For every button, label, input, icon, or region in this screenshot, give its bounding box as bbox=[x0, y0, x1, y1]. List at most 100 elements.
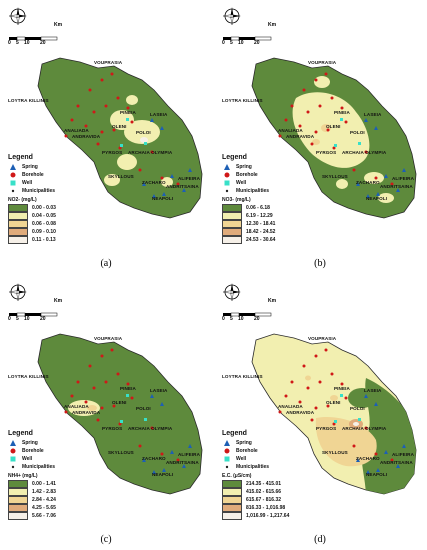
town-label: PINEIA bbox=[120, 386, 136, 391]
town-label: SKYLLOUS bbox=[108, 174, 134, 179]
town-label: VOUPRASIA bbox=[94, 336, 123, 341]
town-label: ANDRAVIDA bbox=[72, 410, 101, 415]
town-label: ARCHAIA OLYMPIA bbox=[128, 150, 173, 155]
town-label: ARCHAIA OLYMPIA bbox=[342, 426, 387, 431]
borehole-icon bbox=[224, 448, 230, 454]
town-label: ZACHARO bbox=[142, 180, 166, 185]
town-label: POLOI bbox=[350, 130, 365, 135]
municipality-icon bbox=[11, 189, 15, 193]
panel-caption: (d) bbox=[314, 534, 326, 545]
town-label: PYRGOS bbox=[316, 426, 337, 431]
map-b bbox=[251, 57, 417, 219]
compass-icon bbox=[222, 7, 241, 26]
spring-icon bbox=[224, 164, 230, 170]
town-label: PYRGOS bbox=[102, 150, 123, 155]
town-label: OLENI bbox=[326, 400, 341, 405]
municipality-icon bbox=[225, 189, 229, 193]
legend-title: Legend bbox=[8, 430, 33, 437]
map-d bbox=[251, 333, 417, 495]
legend-title: Legend bbox=[8, 154, 33, 161]
panel-caption: (a) bbox=[100, 258, 112, 269]
town-label: ANDRAVIDA bbox=[72, 134, 101, 139]
spring-icon bbox=[10, 164, 16, 170]
town-label: ZACHARO bbox=[356, 456, 380, 461]
town-label: NEAPOLI bbox=[366, 196, 388, 201]
town-label: VOUPRASIA bbox=[308, 60, 337, 65]
municipality-icon bbox=[11, 465, 15, 469]
well-icon bbox=[10, 456, 16, 462]
compass-icon bbox=[222, 283, 241, 302]
town-label: POLOI bbox=[136, 130, 151, 135]
town-label: PINEIA bbox=[334, 110, 350, 115]
well-icon bbox=[10, 180, 16, 186]
legend-variable: NO3- (mg/L) bbox=[222, 197, 251, 203]
town-label: OLENI bbox=[112, 124, 127, 129]
town-label: ANALIADA bbox=[64, 404, 89, 409]
town-label: ALIFEIRA bbox=[178, 452, 200, 457]
town-label: LASEIA bbox=[364, 388, 382, 393]
legend: Legend Spring Borehole Well Municipaliti… bbox=[8, 430, 86, 520]
town-label: PINEIA bbox=[334, 386, 350, 391]
town-label: ANALIADA bbox=[278, 128, 303, 133]
town-label: LASEIA bbox=[364, 112, 382, 117]
scale-unit: Km bbox=[54, 22, 63, 28]
town-label: SKYLLOUS bbox=[322, 174, 348, 179]
town-label: ANDRAVIDA bbox=[286, 410, 315, 415]
panel-caption: (b) bbox=[314, 258, 326, 269]
scale-bar bbox=[9, 36, 58, 41]
town-label: ALIFEIRA bbox=[392, 176, 414, 181]
town-label: POLOI bbox=[136, 406, 151, 411]
town-label: ALIFEIRA bbox=[392, 452, 414, 457]
compass-icon bbox=[8, 283, 27, 302]
spring-icon bbox=[10, 440, 16, 446]
borehole-icon bbox=[10, 448, 16, 454]
scale-bar bbox=[9, 312, 58, 317]
town-label: ANALIADA bbox=[278, 404, 303, 409]
legend-variable: E.C. (μS/cm) bbox=[222, 473, 252, 479]
town-label: SKYLLOUS bbox=[108, 450, 134, 455]
well-icon bbox=[224, 456, 230, 462]
town-label: ZACHARO bbox=[356, 180, 380, 185]
town-label: OLENI bbox=[112, 400, 127, 405]
town-label: ARCHAIA OLYMPIA bbox=[342, 150, 387, 155]
town-label: VOUPRASIA bbox=[94, 60, 123, 65]
town-label: POLOI bbox=[350, 406, 365, 411]
town-label: ANDRAVIDA bbox=[286, 134, 315, 139]
legend: Legend Spring Borehole Well Municipaliti… bbox=[222, 430, 300, 520]
town-label: PYRGOS bbox=[316, 150, 337, 155]
scale-unit: Km bbox=[268, 22, 277, 28]
town-label: LASEIA bbox=[150, 112, 168, 117]
legend-title: Legend bbox=[222, 430, 247, 437]
town-label: PYRGOS bbox=[102, 426, 123, 431]
scale-unit: Km bbox=[268, 298, 277, 304]
scale-bar bbox=[223, 36, 272, 41]
town-label: NEAPOLI bbox=[366, 472, 388, 477]
town-label: OLENI bbox=[326, 124, 341, 129]
municipality-icon bbox=[225, 465, 229, 469]
legend-variable: NO2- (mg/L) bbox=[8, 197, 37, 203]
scale-unit: Km bbox=[54, 298, 63, 304]
map-a bbox=[37, 57, 203, 219]
town-label: ALIFEIRA bbox=[178, 176, 200, 181]
town-label: ARCHAIA OLYMPIA bbox=[128, 426, 173, 431]
town-label: ANALIADA bbox=[64, 128, 89, 133]
well-icon bbox=[224, 180, 230, 186]
town-label: NEAPOLI bbox=[152, 196, 174, 201]
town-label: LOYTRA KILLINIS bbox=[8, 374, 49, 379]
scale-bar bbox=[223, 312, 272, 317]
legend: Legend Spring Borehole Well Municipaliti… bbox=[8, 154, 86, 244]
compass-icon bbox=[8, 7, 27, 26]
town-label: LOYTRA KILLINIS bbox=[8, 98, 49, 103]
town-label: LOYTRA KILLINIS bbox=[222, 98, 263, 103]
town-label: VOUPRASIA bbox=[308, 336, 337, 341]
town-label: PINEIA bbox=[120, 110, 136, 115]
borehole-icon bbox=[224, 172, 230, 178]
town-label: NEAPOLI bbox=[152, 472, 174, 477]
legend-variable: NH4+ (mg/L) bbox=[8, 473, 38, 479]
sample-points-d bbox=[278, 348, 406, 474]
town-label: ANDRITSAINA bbox=[380, 184, 413, 189]
sample-points-a bbox=[64, 72, 192, 198]
town-label: ANDRITSAINA bbox=[380, 460, 413, 465]
